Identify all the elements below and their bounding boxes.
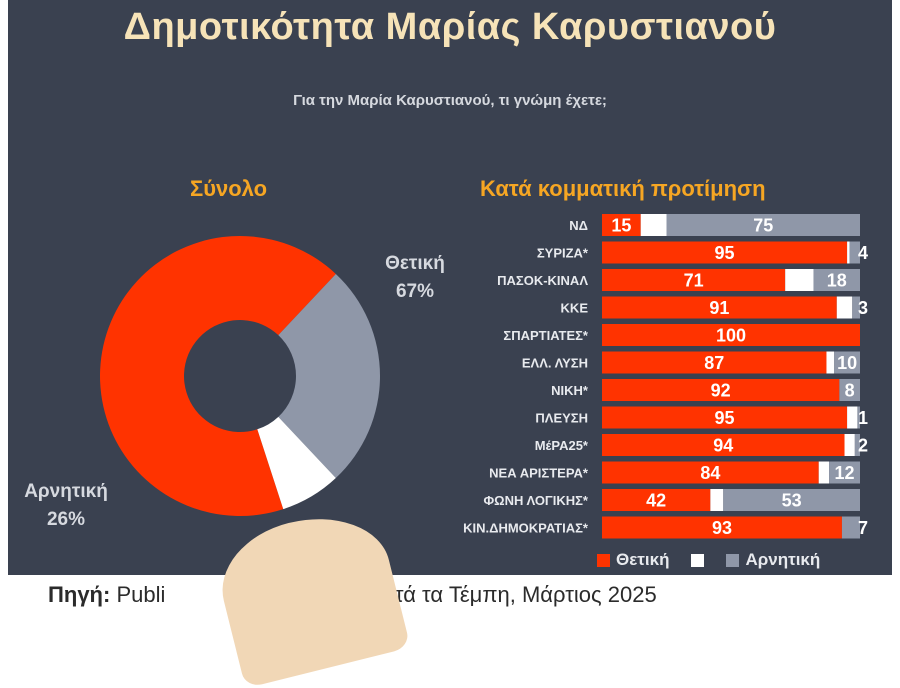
bar-segment-2 [666, 214, 860, 236]
bar-segment-1 [836, 296, 853, 319]
donut-label-negative: Αρνητική 26% [10, 478, 122, 534]
donut-slice-1 [278, 273, 380, 479]
bar-value-label: 12 [835, 463, 855, 483]
category-label: ΕΛΛ. ΛΥΣΗ [522, 356, 588, 371]
bar-segment-2 [854, 434, 860, 456]
bar-segment-0 [602, 351, 827, 374]
bar-segment-0 [602, 406, 848, 429]
bar-value-label: 84 [700, 463, 720, 483]
bar-value-label: 18 [827, 271, 847, 291]
bar-segment-0 [602, 379, 840, 401]
donut-label-negative-name: Αρνητική [24, 481, 108, 502]
bar-segment-0 [602, 434, 845, 456]
bar-value-label: 92 [711, 381, 731, 401]
category-label: ΠΑΣΟΚ-ΚΙΝΑΛ [497, 273, 588, 288]
bar-segment-1 [785, 269, 814, 291]
category-label: ΜέΡΑ25* [535, 438, 589, 453]
donut-chart-title: Σύνολο [190, 176, 268, 201]
bar-value-label: 8 [845, 381, 855, 401]
category-label: ΝΔ [569, 218, 588, 233]
bar-value-label: 7 [858, 518, 868, 538]
bar-value-label: 3 [858, 298, 868, 318]
donut-label-positive: Θετική 67% [372, 250, 458, 306]
bar-value-label: 1 [858, 408, 868, 428]
bar-segment-0 [602, 461, 819, 484]
bar-legend: Θετική Αρνητική [597, 548, 820, 572]
bar-segment-0 [602, 214, 641, 236]
page-title: Δημοτικότητα Μαρίας Καρυστιανού [123, 6, 777, 48]
bar-value-label: 95 [715, 408, 735, 428]
bar-segment-1 [847, 241, 850, 264]
legend-swatch-neutral [691, 553, 705, 567]
donut-slice-0 [100, 236, 336, 516]
category-label: ΠΛΕΥΣΗ [535, 411, 588, 426]
bar-segment-2 [723, 489, 860, 511]
bar-segment-2 [857, 406, 860, 429]
category-label: ΝΕΑ ΑΡΙΣΤΕΡΑ* [489, 466, 589, 481]
bar-segment-0 [602, 516, 842, 539]
donut-slice-2 [257, 416, 336, 510]
bar-segment-1 [710, 489, 724, 511]
bar-segment-1 [818, 461, 830, 484]
bar-value-label: 91 [709, 298, 729, 318]
legend-swatch-positive [597, 553, 610, 567]
bar-value-label: 95 [715, 243, 735, 263]
bar-value-label: 94 [713, 436, 733, 456]
bar-segment-0 [602, 241, 848, 264]
bar-value-label: 75 [753, 216, 773, 236]
bar-segment-1 [844, 434, 855, 456]
bar-segment-2 [852, 296, 860, 319]
bar-segment-0 [602, 324, 860, 346]
bar-value-label: 87 [704, 353, 724, 373]
bar-value-label: 53 [782, 491, 802, 511]
legend-swatch-negative [726, 553, 740, 567]
donut-label-positive-name: Θετική [385, 253, 445, 274]
category-label: ΣΥΡΙΖΑ* [537, 246, 589, 261]
legend-label-positive: Θετική [616, 550, 670, 569]
bar-segment-2 [839, 379, 860, 401]
bar-segment-1 [640, 214, 667, 236]
legend-label-negative: Αρνητική [745, 550, 821, 569]
category-label: ΣΠΑΡΤΙΑΤΕΣ* [503, 328, 589, 343]
question-subtitle: Για την Μαρία Καρυστιανού, τι γνώμη έχετ… [293, 92, 607, 109]
bar-segment-2 [834, 351, 860, 374]
bar-segment-0 [602, 489, 711, 511]
bar-segment-0 [602, 269, 786, 291]
bar-value-label: 100 [716, 326, 746, 346]
bar-value-label: 15 [611, 216, 631, 236]
bar-segment-1 [826, 351, 835, 374]
bar-segment-2 [841, 516, 860, 539]
category-label: ΚΙΝ.ΔΗΜΟΚΡΑΤΙΑΣ* [463, 521, 589, 536]
bar-value-label: 10 [837, 353, 857, 373]
bar-segment-2 [849, 241, 860, 264]
bar-value-label: 71 [684, 271, 704, 291]
donut-label-negative-value: 26% [46, 509, 86, 530]
bar-value-label: 93 [712, 518, 732, 538]
donut-label-positive-value: 67% [395, 281, 435, 302]
bar-chart-title: Κατά κομματική προτίμηση [480, 176, 766, 201]
source-strip [8, 575, 892, 600]
source-label: Πηγή: [48, 582, 111, 607]
donut-chart [100, 236, 380, 516]
category-label: ΦΩΝΗ ΛΟΓΙΚΗΣ* [484, 493, 589, 508]
bar-segment-1 [847, 406, 858, 429]
bar-segment-2 [813, 269, 860, 291]
category-label: ΝΙΚΗ* [551, 383, 589, 398]
bar-value-label: 4 [858, 243, 868, 263]
source-text: Publi [116, 582, 166, 607]
bar-value-label: 42 [646, 491, 666, 511]
bar-segment-2 [829, 461, 860, 484]
bar-value-label: 2 [858, 436, 868, 456]
bar-segment-0 [602, 296, 837, 319]
category-label: ΚΚΕ [561, 301, 589, 316]
